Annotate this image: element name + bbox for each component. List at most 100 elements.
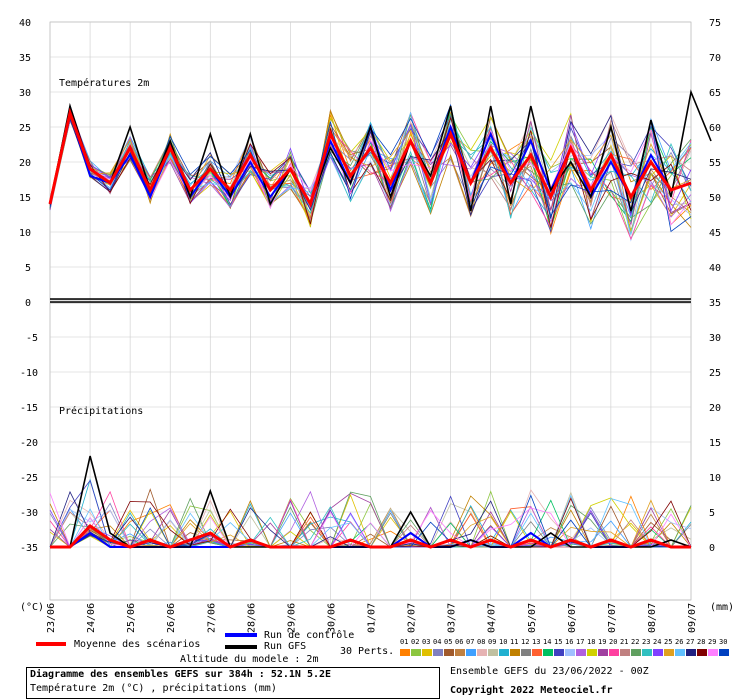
pert-number: 16 [565,638,574,646]
temp-tick-right: 65 [709,88,721,99]
date-tick-label: 03/07 [447,603,458,633]
pert-swatch [455,649,465,656]
pert-swatch [422,649,432,656]
temp-tick-left: 15 [19,193,31,204]
date-tick-label: 29/06 [286,603,297,633]
temp-tick-right: 35 [709,298,721,309]
pert-swatch [532,649,542,656]
pert-number: 22 [631,638,640,646]
temp-panel-title: Températures 2m [59,77,149,89]
pert-swatch [444,649,454,656]
temp-tick-left: 20 [19,158,31,169]
pert-number: 20 [609,638,618,646]
pert-number: 17 [576,638,585,646]
temp-tick-right: 50 [709,193,721,204]
legend-altitude: Altitude du modele : 2m [180,654,319,665]
info-box: Diagramme des ensembles GEFS sur 384h : … [26,667,440,699]
legend-perts: 30 Perts. [340,646,395,657]
temp-tick-right: 45 [709,228,721,239]
temp-tick-left: 25 [19,123,31,134]
pert-swatch [510,649,520,656]
precip-tick-left: -20 [20,438,38,449]
pert-swatch [433,649,443,656]
temp-tick-right: 40 [709,263,721,274]
info-line2: Température 2m (°C) , précipitations (mm… [30,683,277,694]
date-tick-label: 28/06 [246,603,257,633]
temp-tick-left: 30 [19,88,31,99]
legend-gfs-label: Run GFS [264,641,307,652]
pert-swatch [411,649,421,656]
pert-temp-line [49,109,692,226]
pert-number: 27 [686,638,695,646]
precip-tick-left: -10 [20,368,38,379]
pert-swatch [642,649,652,656]
pert-number: 06 [455,638,464,646]
pert-number: 12 [521,638,530,646]
date-tick-label: 04/07 [487,603,498,633]
pert-number: 15 [554,638,563,646]
precip-tick-left: -30 [20,508,38,519]
temp-tick-left: 5 [25,263,31,274]
pert-number: 19 [598,638,607,646]
temp-tick-right: 60 [709,123,721,134]
main-series [48,89,712,549]
temp-tick-left: 0 [25,298,31,309]
ensemble-run: Ensemble GEFS du 23/06/2022 - 00Z [450,666,649,677]
pert-number: 13 [532,638,541,646]
precip-tick-right: 15 [709,438,721,449]
pert-swatch [598,649,608,656]
pert-number: 01 [400,638,409,646]
pert-swatch [664,649,674,656]
axes: 23/06 24/06 25/06 26/06 27/06 28/06 29/06 30/06… [19,18,721,633]
precip-mean-line [50,524,691,549]
temp-tick-right: 75 [709,18,721,29]
pert-swatch [587,649,597,656]
legend-gfs [225,645,257,649]
pert-number: 02 [411,638,420,646]
unit-left: (°C) [20,602,44,613]
legend-control-label: Run de contrôle [264,630,355,641]
pert-swatch [543,649,553,656]
pert-swatch [466,649,476,656]
date-tick-label: 05/07 [527,603,538,633]
pert-number: 29 [708,638,717,646]
temp-tick-left: 35 [19,53,31,64]
pert-number: 25 [664,638,673,646]
pert-swatch [708,649,718,656]
date-tick-label: 24/06 [86,603,97,633]
precip-tick-right: 0 [709,543,715,554]
precip-tick-left: -15 [20,403,38,414]
pert-number: 23 [642,638,651,646]
temp-tick-right: 55 [709,158,721,169]
pert-number: 24 [653,638,662,646]
legend-control [225,633,257,637]
date-tick-label: 01/07 [367,603,378,633]
copyright: Copyright 2022 Meteociel.fr [450,685,613,696]
pert-swatch [675,649,685,656]
date-tick-label: 07/07 [607,603,618,633]
pert-swatch [565,649,575,656]
temp-tick-right: 70 [709,53,721,64]
pert-number: 10 [499,638,508,646]
pert-number: 05 [444,638,453,646]
precip-tick-right: 30 [709,333,721,344]
pert-swatch [554,649,564,656]
pert-number: 08 [477,638,486,646]
temp-tick-left: 40 [19,18,31,29]
pert-swatch [719,649,729,656]
pert-swatch [400,649,410,656]
precip-tick-right: 10 [709,473,721,484]
date-tick-label: 26/06 [166,603,177,633]
pert-swatch [686,649,696,656]
pert-swatch [620,649,630,656]
pert-swatch [653,649,663,656]
date-tick-label: 25/06 [126,603,137,633]
pert-number: 30 [719,638,728,646]
pert-swatch [576,649,586,656]
pert-number: 11 [510,638,519,646]
temp-mean-line [48,107,692,208]
pert-number: 28 [697,638,706,646]
pert-legend: 01 02 03 04 05 06 07 08 09 10 11 12 13 14 15 16 17 18 19 20… [400,638,730,660]
pert-swatch [488,649,498,656]
